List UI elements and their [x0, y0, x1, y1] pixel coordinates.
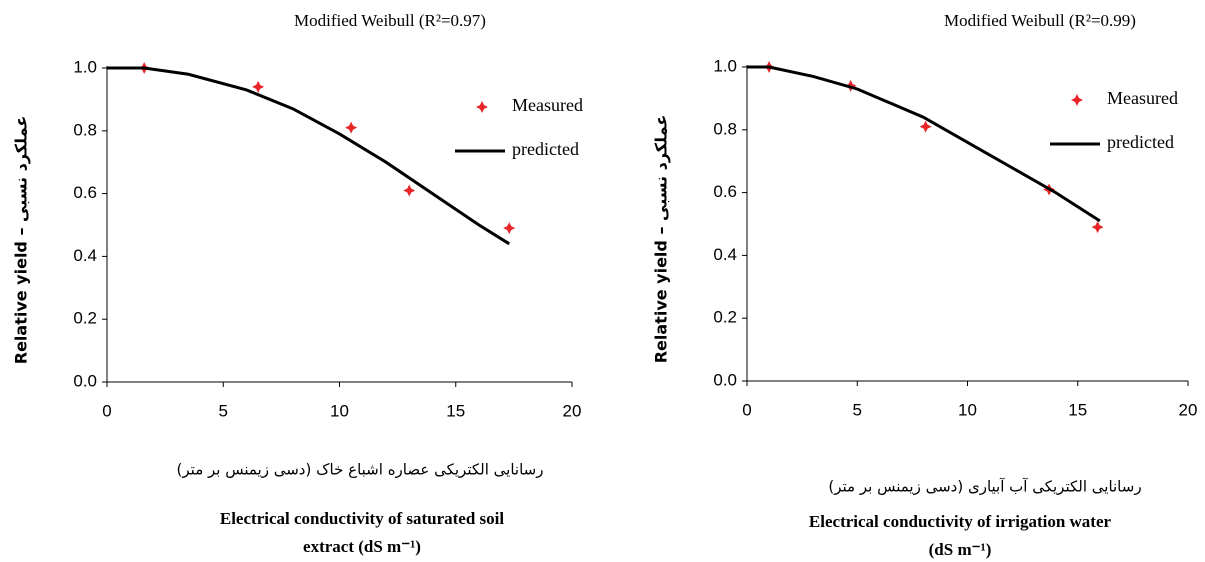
y-tick-label: 0.2	[713, 308, 737, 327]
chart: Modified Weibull (R²=0.99) 0.0 0.2 0.4 0.6 0.…	[652, 11, 1198, 559]
chart: Modified Weibull (R²=0.97) 0.0 0.2 0.4 0.6 0.…	[12, 11, 583, 556]
x-tick-label: 20	[563, 401, 582, 420]
y-tick-label: 0.8	[73, 120, 97, 139]
y-tick-label: 1.0	[713, 56, 737, 75]
x-tick-label: 20	[1179, 400, 1198, 419]
y-tick-label: 0.0	[713, 370, 737, 389]
y-tick-label: 0.0	[73, 371, 97, 390]
marker	[503, 222, 516, 235]
y-tick-label: 0.6	[73, 183, 97, 202]
y-tick-label: 0.4	[73, 246, 97, 265]
predicted-line	[747, 65, 1101, 223]
marker	[919, 120, 932, 133]
y-tick-label: 0.8	[713, 119, 737, 138]
y-axis-label: Relative yield – عملکرد نسبی	[652, 115, 671, 364]
x-tick-label: 15	[446, 401, 465, 420]
legend-swatch	[1071, 94, 1083, 106]
x-axis-label-fa: رسانایی الکتریکی عصاره اشباع خاک (دسی زی…	[177, 461, 544, 479]
chart-title: Modified Weibull (R²=0.97)	[294, 11, 486, 30]
marker	[1091, 221, 1104, 234]
y-tick-label: 0.6	[713, 182, 737, 201]
y-axis-label: Relative yield – عملکرد نسبی	[12, 116, 31, 365]
x-axis-label: Electrical conductivity of saturated soi…	[220, 509, 505, 528]
x-tick-label: 5	[219, 401, 228, 420]
x-axis-label-fa: رسانایی الکتریکی آب آبیاری (دسی زیمنس بر…	[828, 478, 1141, 496]
marker	[403, 184, 416, 197]
legend-swatch	[476, 101, 488, 113]
x-tick-label: 5	[853, 400, 862, 419]
x-axis-label: (dS m⁻¹)	[929, 540, 992, 559]
x-tick-label: 10	[958, 400, 977, 419]
y-tick-label: 0.4	[713, 245, 737, 264]
legend-label: Measured	[1107, 88, 1178, 108]
x-tick-label: 15	[1068, 400, 1087, 419]
x-tick-label: 0	[102, 401, 111, 420]
x-axis-label: Electrical conductivity of irrigation wa…	[809, 512, 1112, 531]
chart-title: Modified Weibull (R²=0.99)	[944, 11, 1136, 30]
y-tick-label: 0.2	[73, 309, 97, 328]
legend-label: predicted	[512, 139, 579, 159]
y-tick-label: 1.0	[73, 57, 97, 76]
legend-label: Measured	[512, 95, 583, 115]
x-tick-label: 0	[742, 400, 751, 419]
x-axis-label: extract (dS m⁻¹)	[303, 537, 421, 556]
predicted-line	[107, 66, 511, 246]
legend-label: predicted	[1107, 132, 1174, 152]
marker	[345, 121, 358, 134]
marker	[252, 80, 265, 93]
x-tick-label: 10	[330, 401, 349, 420]
